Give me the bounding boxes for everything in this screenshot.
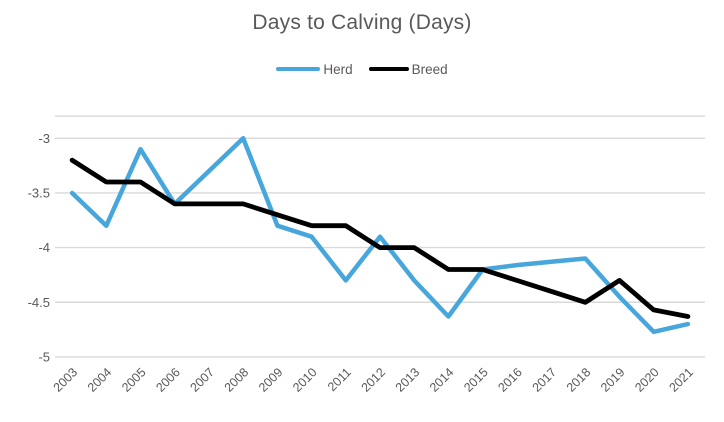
x-axis-tick-label: 2006 [153,365,183,395]
legend-label-breed: Breed [411,61,448,77]
x-axis-tick-label: 2018 [564,365,594,395]
breed-line-swatch [368,66,409,72]
x-axis-tick-label: 2008 [222,365,252,395]
legend: Herd Breed [0,60,724,78]
x-axis-tick-label: 2004 [85,365,115,395]
series-line-breed [69,157,691,319]
x-axis-tick-label: 2021 [666,365,696,395]
legend-item-breed: Breed [368,61,448,77]
herd-line-swatch [276,66,321,72]
y-axis-tick-label: -3.5 [28,185,50,200]
x-axis-tick-label: 2017 [530,365,560,395]
legend-label-herd: Herd [323,61,353,77]
legend-item-herd: Herd [276,61,353,77]
x-axis-tick-label: 2014 [427,365,457,395]
gridlines [55,115,705,358]
x-axis-tick-label: 2012 [359,365,389,395]
x-axis-tick-label: 2009 [256,365,286,395]
y-axis-tick-label: -4.5 [28,295,50,310]
y-axis-tick-label: -4 [38,240,50,255]
x-axis-tick-label: 2019 [598,365,628,395]
y-axis-tick-label: -3 [38,131,50,146]
x-axis-tick-label: 2007 [188,365,218,395]
chart-title: Days to Calving (Days) [252,11,472,34]
x-axis-tick-label: 2015 [461,365,491,395]
series-lines [69,136,691,335]
y-axis-labels: -3 -3.5 -4 -4.5 -5 [28,131,50,365]
x-axis-tick-label: 2005 [119,365,149,395]
y-axis-tick-label: -5 [38,349,50,364]
x-axis-tick-label: 2016 [495,365,525,395]
x-axis-tick-label: 2020 [632,365,662,395]
x-axis-tick-label: 2013 [393,365,423,395]
x-axis-tick-label: 2011 [325,365,354,394]
x-axis-tick-label: 2010 [290,365,320,395]
x-axis-labels: 2003 2004 2005 2006 2007 2008 2009 2010 2011 2012… [51,365,696,395]
x-axis-tick-label: 2003 [51,365,81,395]
